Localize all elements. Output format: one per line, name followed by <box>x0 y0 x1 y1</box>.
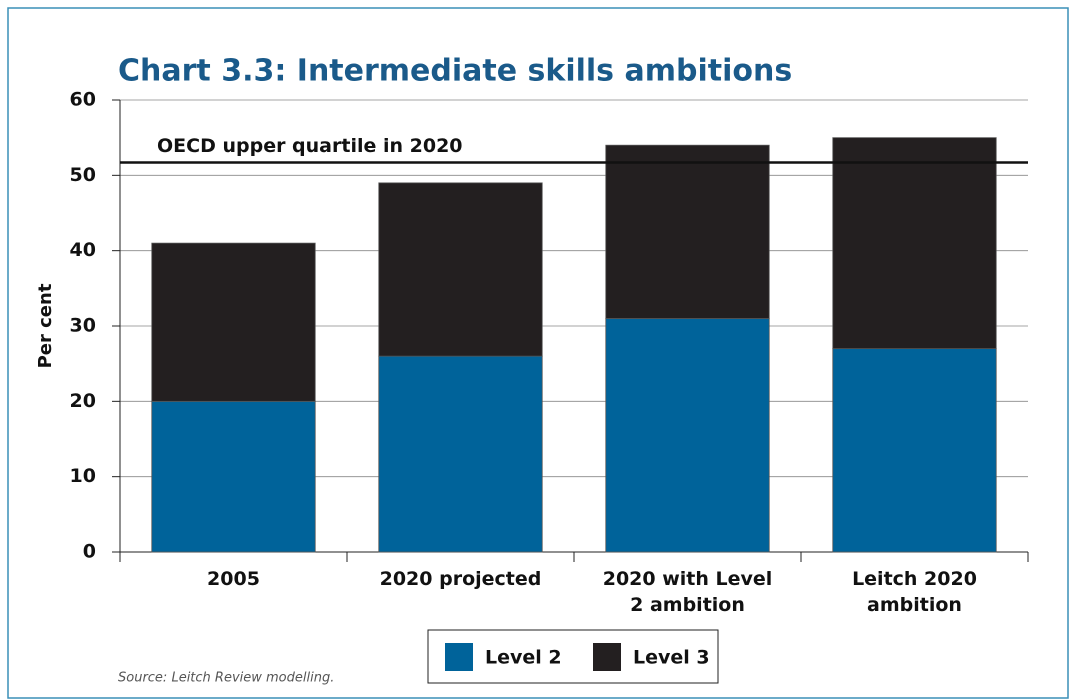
y-tick-label: 60 <box>70 89 96 111</box>
y-tick-label: 10 <box>70 465 96 487</box>
y-tick-label: 40 <box>70 239 96 261</box>
y-axis-label: Per cent <box>35 283 56 368</box>
bar-segment <box>605 318 770 553</box>
legend-box <box>427 629 719 684</box>
bar-segment <box>832 137 997 350</box>
y-tick-label: 30 <box>70 315 96 337</box>
legend-swatch <box>445 643 473 671</box>
y-tick-label: 0 <box>83 541 96 563</box>
x-tick-label: 2020 with Level 2 ambition <box>602 568 773 616</box>
chart-title: Chart 3.3: Intermediate skills ambitions <box>118 54 792 89</box>
legend-label: Level 2 <box>485 647 562 669</box>
bar-segment <box>605 144 770 319</box>
bar-segment <box>151 242 316 402</box>
bar-segment <box>378 355 543 553</box>
legend-swatch <box>593 643 621 671</box>
y-tick-label: 20 <box>70 390 96 412</box>
x-tick-label: 2005 <box>207 568 260 590</box>
x-tick-label: Leitch 2020 ambition <box>852 568 977 616</box>
y-tick-label: 50 <box>70 164 96 186</box>
bar-segment <box>378 182 543 357</box>
frame <box>7 7 1069 699</box>
x-tick-label: 2020 projected <box>379 568 542 590</box>
legend-label: Level 3 <box>633 647 710 669</box>
bar-segment <box>151 400 316 553</box>
bar-segment <box>832 348 997 553</box>
source: Source: Leitch Review modelling. <box>118 671 334 686</box>
reference-label: OECD upper quartile in 2020 <box>157 135 463 157</box>
